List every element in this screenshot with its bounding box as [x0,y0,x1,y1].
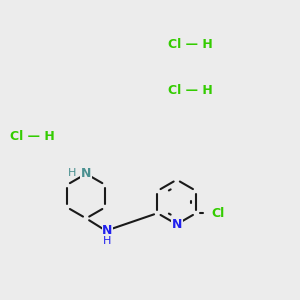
Text: Cl: Cl [211,207,224,220]
Text: N: N [172,218,182,231]
Text: H: H [68,168,76,178]
Text: Cl — H: Cl — H [10,130,55,143]
Text: Cl — H: Cl — H [168,84,212,97]
Text: N: N [81,167,91,180]
Text: Cl — H: Cl — H [168,38,212,51]
Text: N: N [102,224,113,237]
Text: H: H [103,236,112,246]
